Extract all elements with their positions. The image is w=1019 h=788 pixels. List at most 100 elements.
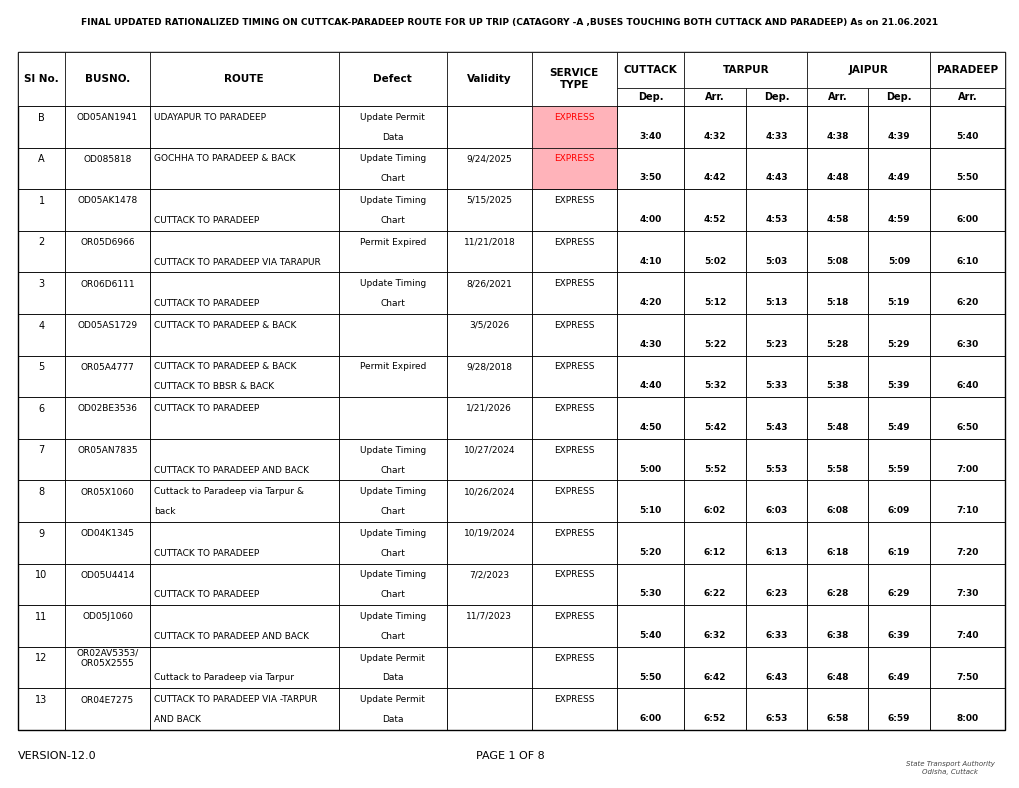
Text: CUTTACK TO PARADEEP AND BACK: CUTTACK TO PARADEEP AND BACK (154, 632, 309, 641)
Text: 3/5/2026: 3/5/2026 (469, 321, 508, 329)
Bar (18, 314, 65, 355)
Bar (65, 106, 150, 147)
Bar (65, 314, 150, 355)
Text: 5:59: 5:59 (887, 465, 909, 474)
Bar (446, 52, 531, 106)
Bar (616, 314, 684, 355)
Text: 6:00: 6:00 (639, 714, 661, 723)
Bar (150, 397, 338, 439)
Text: 6:10: 6:10 (955, 257, 977, 266)
Text: Chart: Chart (380, 174, 405, 184)
Text: 6:58: 6:58 (825, 714, 848, 723)
Bar (150, 481, 338, 522)
Text: 4:32: 4:32 (703, 132, 726, 141)
Bar (616, 88, 684, 106)
Bar (867, 355, 928, 397)
Text: 10/27/2024: 10/27/2024 (464, 445, 515, 455)
Bar (150, 605, 338, 647)
Bar (806, 439, 867, 481)
Bar (806, 605, 867, 647)
Text: 10: 10 (36, 571, 48, 580)
Text: Update Timing: Update Timing (360, 279, 425, 288)
Text: Sl No.: Sl No. (24, 74, 59, 84)
Bar (446, 355, 531, 397)
Bar (65, 397, 150, 439)
Text: UDAYAPUR TO PARADEEP: UDAYAPUR TO PARADEEP (154, 113, 266, 121)
Bar (928, 52, 1004, 88)
Bar (338, 106, 446, 147)
Text: 6:38: 6:38 (825, 631, 848, 640)
Text: Chart: Chart (380, 299, 405, 308)
Text: 11/21/2018: 11/21/2018 (463, 237, 515, 247)
Text: 6:03: 6:03 (764, 506, 787, 515)
Bar (531, 647, 616, 689)
Text: 4:39: 4:39 (887, 132, 909, 141)
Bar (928, 106, 1004, 147)
Bar (684, 52, 806, 88)
Text: 7:40: 7:40 (955, 631, 977, 640)
Text: OD02BE3536: OD02BE3536 (77, 404, 138, 414)
Text: 7: 7 (39, 445, 45, 455)
Bar (150, 647, 338, 689)
Bar (446, 481, 531, 522)
Bar (338, 605, 446, 647)
Text: EXPRESS: EXPRESS (553, 529, 594, 537)
Text: 4:50: 4:50 (639, 423, 661, 432)
Text: 4:59: 4:59 (887, 215, 909, 224)
Bar (150, 106, 338, 147)
Text: EXPRESS: EXPRESS (553, 196, 594, 205)
Bar (867, 147, 928, 189)
Text: Arr.: Arr. (827, 92, 847, 102)
Bar (338, 397, 446, 439)
Text: OR05X1060: OR05X1060 (81, 488, 135, 496)
Bar (65, 481, 150, 522)
Bar (150, 314, 338, 355)
Text: Dep.: Dep. (886, 92, 911, 102)
Text: 5:22: 5:22 (703, 340, 726, 349)
Text: 5/15/2025: 5/15/2025 (466, 196, 512, 205)
Bar (928, 273, 1004, 314)
Bar (867, 397, 928, 439)
Text: 5:28: 5:28 (825, 340, 848, 349)
Text: FINAL UPDATED RATIONALIZED TIMING ON CUTTCAK-PARADEEP ROUTE FOR UP TRIP (CATAGOR: FINAL UPDATED RATIONALIZED TIMING ON CUT… (82, 17, 937, 27)
Text: 7:50: 7:50 (955, 673, 977, 682)
Bar (18, 273, 65, 314)
Text: Validity: Validity (467, 74, 512, 84)
Bar (745, 563, 806, 605)
Bar (65, 147, 150, 189)
Bar (745, 397, 806, 439)
Text: 5:52: 5:52 (703, 465, 726, 474)
Bar (338, 314, 446, 355)
Text: 6:53: 6:53 (764, 714, 787, 723)
Text: CUTTACK TO PARADEEP VIA TARAPUR: CUTTACK TO PARADEEP VIA TARAPUR (154, 258, 320, 266)
Bar (65, 231, 150, 273)
Bar (150, 563, 338, 605)
Text: 5:33: 5:33 (764, 381, 787, 391)
Bar (928, 231, 1004, 273)
Bar (867, 88, 928, 106)
Text: OD04K1345: OD04K1345 (81, 530, 135, 538)
Bar (928, 563, 1004, 605)
Bar (684, 605, 745, 647)
Text: 5:02: 5:02 (703, 257, 726, 266)
Text: 9/28/2018: 9/28/2018 (466, 362, 512, 371)
Text: 6:28: 6:28 (825, 589, 848, 598)
Bar (65, 689, 150, 730)
Bar (684, 397, 745, 439)
Text: Cuttack to Paradeep via Tarpur: Cuttack to Paradeep via Tarpur (154, 674, 293, 682)
Text: A: A (39, 154, 45, 164)
Bar (928, 439, 1004, 481)
Bar (338, 563, 446, 605)
Bar (150, 355, 338, 397)
Text: 6:19: 6:19 (887, 548, 909, 557)
Text: EXPRESS: EXPRESS (553, 404, 594, 413)
Bar (745, 522, 806, 563)
Text: 4:52: 4:52 (703, 215, 726, 224)
Bar (684, 231, 745, 273)
Bar (928, 481, 1004, 522)
Text: CUTTACK TO PARADEEP & BACK: CUTTACK TO PARADEEP & BACK (154, 362, 297, 371)
Bar (745, 605, 806, 647)
Bar (684, 522, 745, 563)
Text: AND BACK: AND BACK (154, 715, 201, 724)
Text: 6:18: 6:18 (825, 548, 848, 557)
